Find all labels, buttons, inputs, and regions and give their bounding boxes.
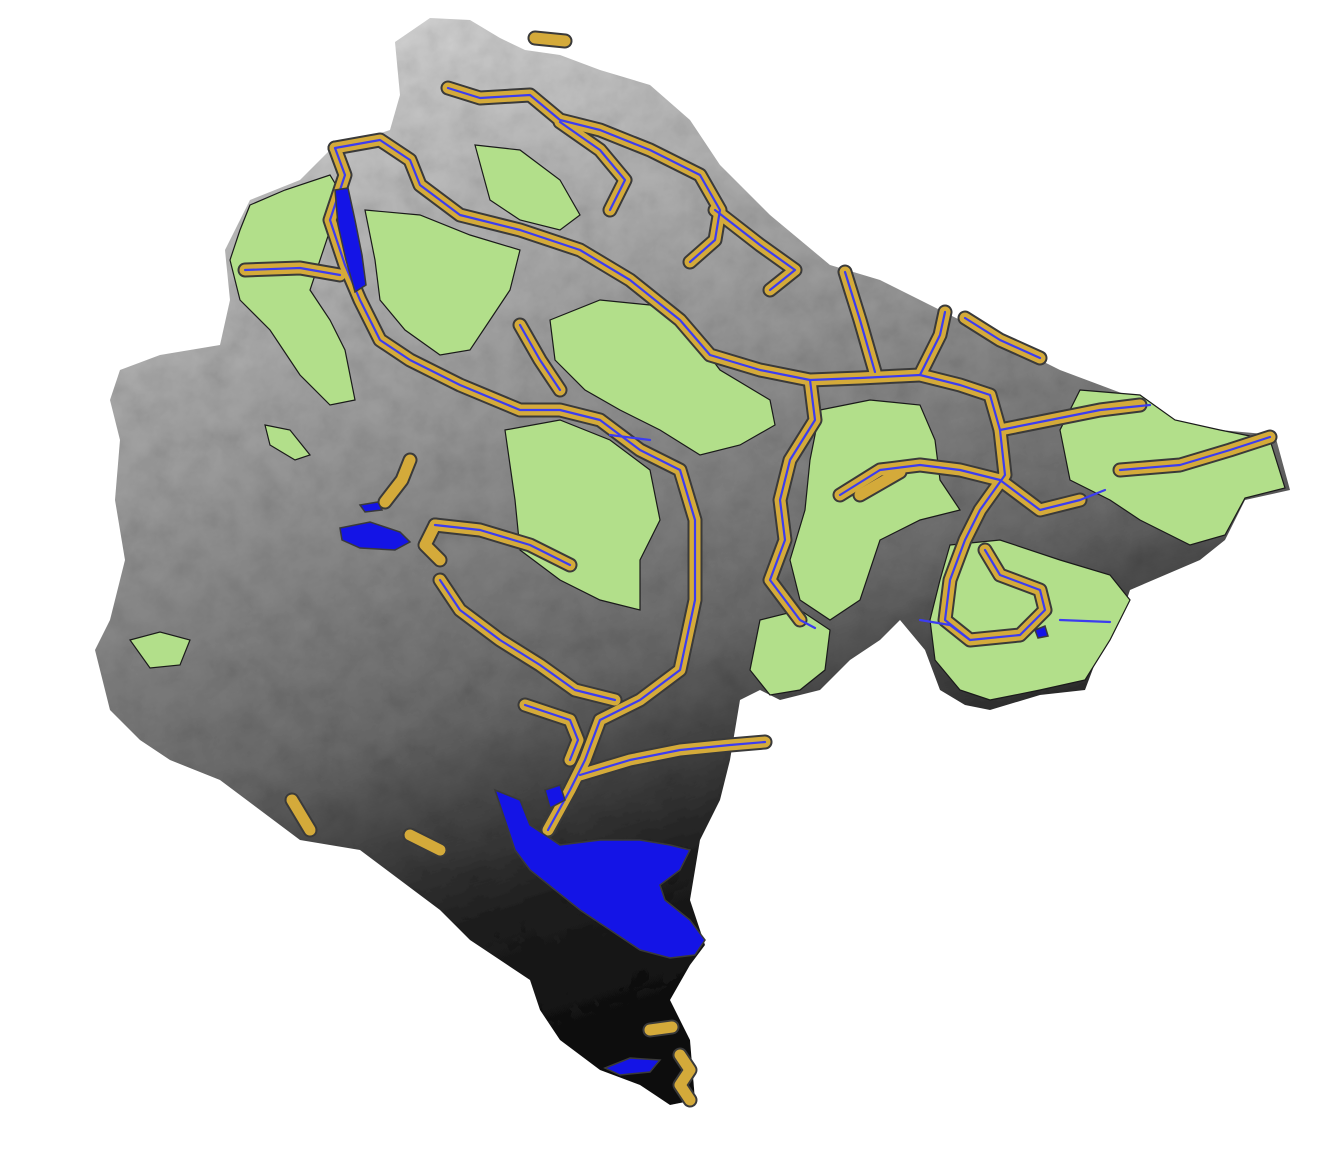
river-small-1 [518,323,562,392]
river-east-2 [998,403,1152,432]
river-east [918,373,1047,642]
forest-patch-small [264,424,312,461]
lake-skadar [493,788,706,959]
river-south-2 [523,703,580,762]
river-zeta [433,523,572,567]
forest-patch-east [789,399,961,621]
river-n-east [843,270,877,374]
river-ne [963,316,1042,360]
forest-patch-west [129,631,191,669]
river-branch-1 [558,120,627,212]
lake-slano [339,521,412,551]
river-layer [243,86,1272,832]
river-tara [446,86,722,264]
river-lim [333,138,947,382]
lake-layer [334,187,1049,1076]
lake-small-center [358,501,384,513]
forest-patch-south [749,609,831,696]
lake-coastal [603,1057,662,1076]
lake-small-east [1034,624,1049,639]
forest-patch-north [474,144,581,231]
river-east-3 [998,478,1107,512]
lake-piva [334,187,367,294]
forest-patch-central-north [364,209,521,356]
river-south-1 [438,578,617,702]
lake-small-south [544,784,566,810]
river-small-2 [608,433,652,442]
river-south-3 [578,740,767,777]
river-far-east [1118,435,1272,472]
river-west [243,266,342,277]
river-mid-east [838,463,1002,497]
river-small-4 [1058,618,1112,624]
river-central-east [768,378,817,630]
river-branch-2 [713,208,797,292]
river-small-3 [918,618,972,642]
forest-layer [129,144,1286,701]
